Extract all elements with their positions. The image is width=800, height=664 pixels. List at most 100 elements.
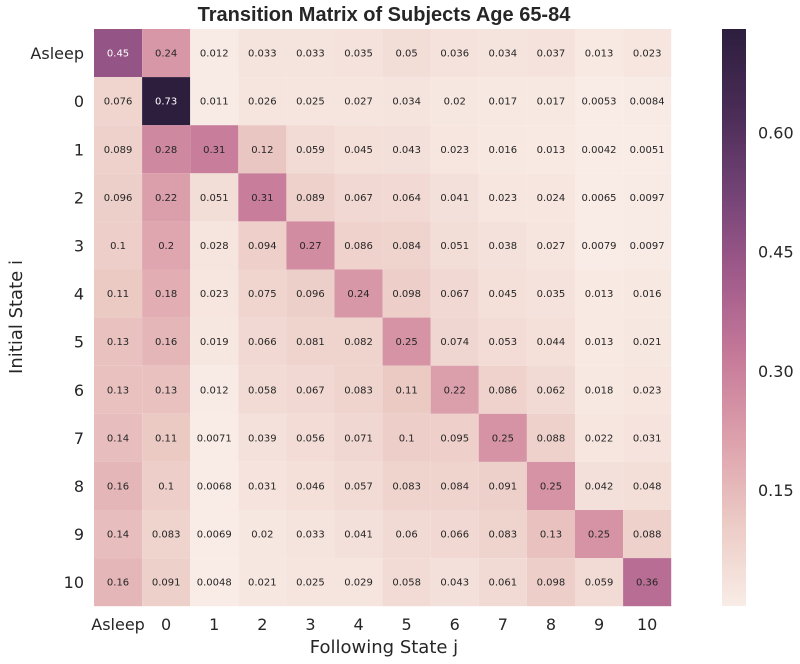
cell-value-label: 0.061 (489, 578, 518, 589)
heatmap-cell (334, 269, 383, 318)
cell-value-label: 0.0071 (197, 433, 232, 444)
heatmap-cell (575, 413, 624, 462)
heatmap-cell (623, 269, 672, 318)
cell-value-label: 0.026 (248, 97, 277, 108)
y-tick-label: 4 (74, 285, 84, 304)
heatmap-cell (478, 221, 527, 270)
heatmap-cell (623, 29, 672, 78)
heatmap-cell (238, 558, 287, 607)
cell-value-label: 0.18 (155, 289, 177, 300)
cell-value-label: 0.042 (585, 481, 614, 492)
heatmap-cell (430, 365, 479, 414)
cell-value-label: 0.074 (440, 337, 469, 348)
heatmap-cell (430, 269, 479, 318)
cell-value-label: 0.023 (489, 193, 518, 204)
cell-value-label: 0.16 (107, 481, 129, 492)
heatmap-cell (334, 173, 383, 222)
y-tick-label: 2 (74, 188, 84, 207)
cell-value-label: 0.24 (155, 49, 177, 60)
cell-value-label: 0.067 (440, 289, 469, 300)
cell-value-label: 0.057 (344, 481, 373, 492)
cell-value-label: 0.14 (107, 433, 129, 444)
heatmap-cell (94, 510, 143, 559)
y-tick-label: 5 (74, 333, 84, 352)
heatmap-cell (286, 461, 335, 510)
cell-value-label: 0.091 (152, 578, 181, 589)
heatmap-cell (478, 269, 527, 318)
cell-value-label: 0.034 (392, 97, 421, 108)
cell-value-label: 0.076 (104, 97, 133, 108)
cell-value-label: 0.051 (200, 193, 229, 204)
cell-value-label: 0.084 (392, 241, 421, 252)
cell-value-label: 0.024 (537, 193, 566, 204)
heatmap-cell (238, 77, 287, 126)
heatmap-cell (478, 173, 527, 222)
cell-value-label: 0.28 (155, 145, 177, 156)
heatmap-cell (238, 317, 287, 366)
x-tick-label: 10 (637, 615, 657, 634)
heatmap-cell (190, 510, 239, 559)
heatmap-cell (478, 461, 527, 510)
heatmap-cell (238, 461, 287, 510)
heatmap-cell (94, 558, 143, 607)
cell-value-label: 0.06 (396, 530, 418, 541)
heatmap-cell (526, 29, 575, 78)
heatmap-cell (286, 365, 335, 414)
cell-value-label: 0.058 (392, 578, 421, 589)
cell-value-label: 0.035 (344, 49, 373, 60)
x-tick-labels: Asleep 0 1 2 3 4 5 6 7 8 9 10 (91, 615, 657, 634)
heatmap-cell (238, 125, 287, 174)
heatmap-cell (334, 125, 383, 174)
heatmap-cell (334, 413, 383, 462)
colorbar (722, 29, 746, 606)
heatmap-cell (623, 461, 672, 510)
heatmap-cell (575, 461, 624, 510)
heatmap-cell (382, 317, 431, 366)
cell-value-label: 0.086 (489, 385, 518, 396)
heatmap-cell (575, 510, 624, 559)
x-tick-label: 4 (353, 615, 363, 634)
cell-value-label: 0.081 (296, 337, 325, 348)
cell-value-label: 0.0048 (197, 578, 232, 589)
heatmap-cell (190, 173, 239, 222)
heatmap-cell (334, 510, 383, 559)
cell-value-label: 0.0069 (197, 530, 232, 541)
heatmap-cell (190, 221, 239, 270)
heatmap-cell (478, 558, 527, 607)
cell-value-label: 0.31 (203, 145, 225, 156)
cell-value-label: 0.016 (489, 145, 518, 156)
heatmap-cell (238, 510, 287, 559)
heatmap-cell (382, 173, 431, 222)
heatmap-cell (94, 173, 143, 222)
cell-value-label: 0.1 (110, 241, 126, 252)
cell-value-label: 0.084 (440, 481, 469, 492)
cell-value-label: 0.017 (489, 97, 518, 108)
heatmap-cell (575, 221, 624, 270)
heatmap-cell (623, 317, 672, 366)
heatmap-cell (94, 365, 143, 414)
cell-value-label: 0.021 (633, 337, 662, 348)
cell-value-label: 0.089 (296, 193, 325, 204)
cell-value-label: 0.064 (392, 193, 421, 204)
cell-value-label: 0.048 (633, 481, 662, 492)
cell-value-label: 0.051 (440, 241, 469, 252)
heatmap-cell (478, 413, 527, 462)
heatmap-cell (575, 29, 624, 78)
cell-value-label: 0.023 (633, 385, 662, 396)
cell-value-label: 0.058 (248, 385, 277, 396)
heatmap-cell (334, 317, 383, 366)
x-tick-label: 1 (209, 615, 219, 634)
heatmap-cell (334, 461, 383, 510)
cell-value-label: 0.083 (489, 530, 518, 541)
heatmap-cell (286, 413, 335, 462)
heatmap-cell (382, 29, 431, 78)
heatmap-cell (575, 173, 624, 222)
x-tick-label: 5 (402, 615, 412, 634)
cell-value-label: 0.018 (585, 385, 614, 396)
y-tick-label: 0 (74, 92, 84, 111)
heatmap-cell (142, 77, 191, 126)
heatmap-cell (623, 558, 672, 607)
heatmap-cell (94, 413, 143, 462)
cell-value-label: 0.02 (251, 530, 273, 541)
cell-value-label: 0.0079 (582, 241, 617, 252)
